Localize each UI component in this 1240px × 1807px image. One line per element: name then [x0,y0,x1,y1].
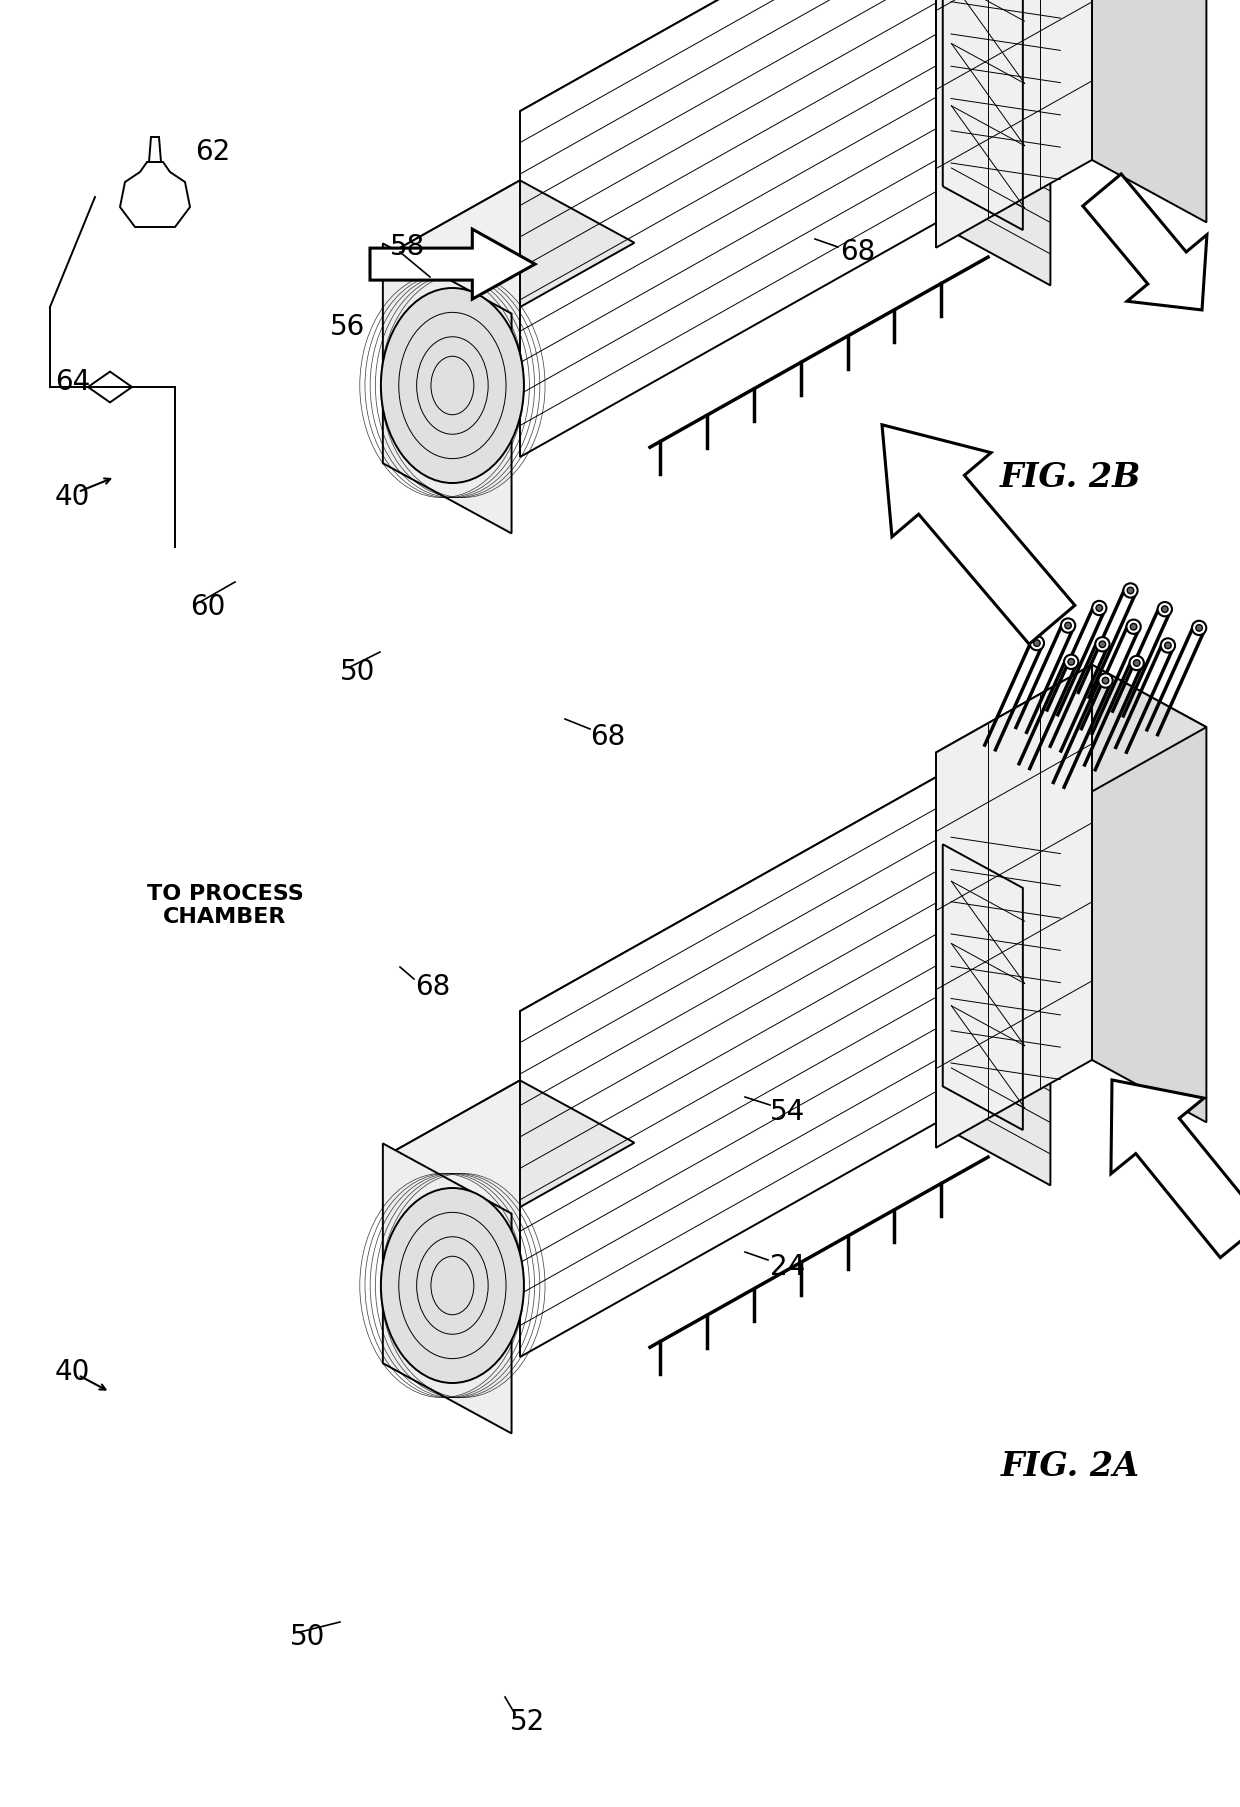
Text: 54: 54 [770,1099,805,1126]
Circle shape [1195,625,1203,631]
Text: 64: 64 [55,369,91,396]
Polygon shape [396,181,635,313]
Ellipse shape [381,1187,523,1382]
Text: 50: 50 [340,658,376,687]
Circle shape [1192,622,1207,634]
Polygon shape [520,0,1050,173]
Text: 68: 68 [839,239,875,266]
Text: 24: 24 [770,1252,805,1281]
Text: FIG. 2A: FIG. 2A [1001,1451,1140,1484]
Polygon shape [149,137,161,163]
Circle shape [1029,636,1044,651]
Ellipse shape [381,287,523,482]
Polygon shape [396,181,520,457]
Polygon shape [370,229,534,300]
Polygon shape [936,777,1050,1185]
Circle shape [1130,656,1143,670]
Circle shape [1068,658,1074,665]
Circle shape [1161,638,1176,652]
Polygon shape [1092,665,1207,1122]
Polygon shape [396,1081,520,1359]
Polygon shape [936,665,1207,815]
Polygon shape [936,0,1092,248]
Text: 62: 62 [195,137,231,166]
Circle shape [1164,641,1171,649]
Polygon shape [383,1144,512,1433]
Circle shape [1126,620,1141,634]
Polygon shape [520,0,936,457]
Circle shape [1158,602,1172,616]
Text: 40: 40 [55,1359,91,1386]
Polygon shape [520,777,1050,1073]
Polygon shape [882,425,1075,643]
Circle shape [1065,622,1071,629]
Text: TO PROCESS
CHAMBER: TO PROCESS CHAMBER [146,884,304,927]
Polygon shape [88,372,131,403]
Circle shape [1123,584,1137,598]
Text: 50: 50 [290,1623,325,1652]
Circle shape [1061,618,1075,632]
Circle shape [1102,678,1109,683]
Polygon shape [520,777,936,1357]
Circle shape [1127,587,1133,595]
Polygon shape [1083,173,1207,311]
Circle shape [1162,605,1168,613]
Text: 58: 58 [391,233,425,260]
Circle shape [1034,640,1040,647]
Text: 68: 68 [590,723,625,752]
Text: 56: 56 [330,313,366,342]
Polygon shape [1092,0,1207,222]
Polygon shape [120,163,190,228]
Circle shape [1099,641,1106,647]
Circle shape [1096,605,1102,611]
Text: 60: 60 [190,593,226,622]
Circle shape [1133,660,1140,667]
Polygon shape [396,1081,635,1212]
Circle shape [1064,654,1079,669]
Circle shape [1131,623,1137,631]
Polygon shape [383,244,512,533]
Polygon shape [1111,1081,1240,1258]
Circle shape [1099,674,1112,688]
Text: 40: 40 [55,482,91,511]
Text: FIG. 2B: FIG. 2B [999,461,1141,493]
Circle shape [1092,602,1106,614]
Text: 68: 68 [415,972,450,1001]
Polygon shape [936,0,1050,286]
Polygon shape [936,665,1092,1147]
Text: 52: 52 [510,1708,546,1737]
Circle shape [1095,638,1110,652]
